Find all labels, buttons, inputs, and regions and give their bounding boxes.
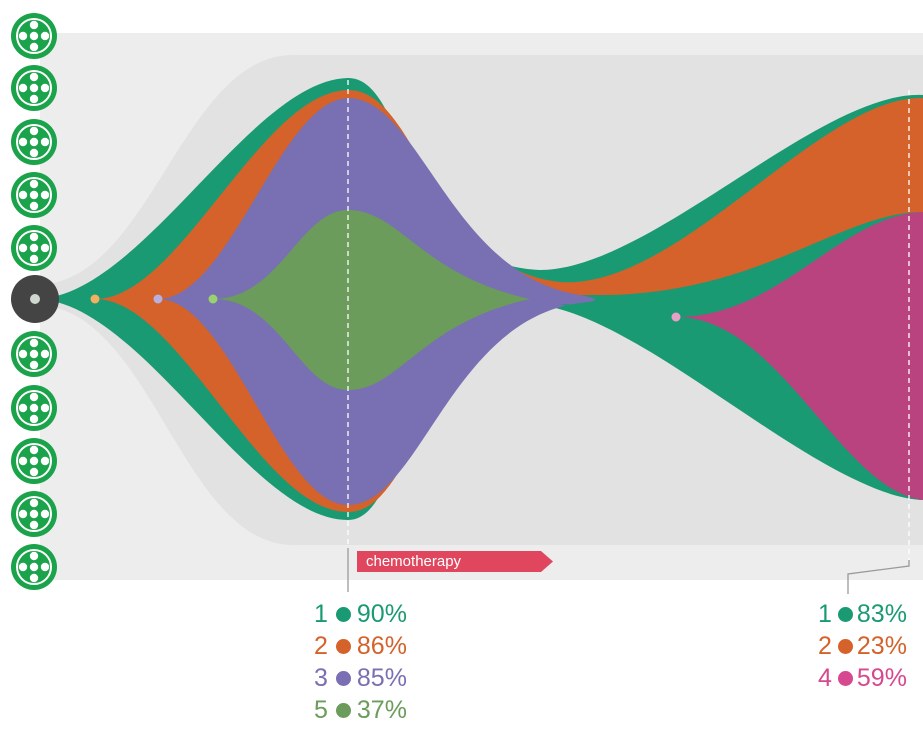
cell-icon: [10, 543, 58, 591]
cell-icon: [10, 118, 58, 166]
clone-id-label: 4: [818, 664, 832, 692]
clone-id-label: 5: [314, 696, 328, 724]
treatment-label-text: chemotherapy: [366, 553, 462, 570]
cell-icon: [10, 12, 58, 60]
clone-id-label: 1: [818, 600, 832, 628]
clone-color-dot: [335, 702, 351, 718]
timepoint-1-readout: 1 90% 2 86% 3 85% 5 37%: [314, 598, 407, 726]
readout-row: 5 37%: [314, 694, 407, 726]
clone-percent-label: 23%: [856, 632, 907, 660]
clone-3-origin-dot: [153, 294, 163, 304]
readout-row: 1 90%: [314, 598, 407, 630]
clone-4-origin-dot: [671, 312, 681, 322]
cell-icon: [10, 384, 58, 432]
cell-icon: [10, 171, 58, 219]
timepoint-2-leader: [847, 560, 910, 594]
clone-color-dot: [335, 638, 351, 654]
clone-percent-label: 37%: [356, 696, 407, 724]
readout-row: 2 23%: [818, 630, 907, 662]
treatment-label: chemotherapy: [357, 551, 553, 572]
clone-percent-label: 86%: [356, 632, 407, 660]
cell-icon: [10, 437, 58, 485]
clone-1-lower-band: [560, 304, 923, 500]
clone-color-dot: [335, 606, 351, 622]
clone-id-label: 2: [314, 632, 328, 660]
timepoint-2-readout: 1 83% 2 23% 4 59%: [818, 598, 907, 694]
treatment-arrow: [357, 551, 553, 572]
clone-id-label: 1: [314, 600, 328, 628]
readout-row: 3 85%: [314, 662, 407, 694]
clone-5-origin-dot: [208, 294, 218, 304]
readout-row: 4 59%: [818, 662, 907, 694]
clone-color-dot: [837, 638, 853, 654]
cell-icon: [10, 330, 58, 378]
cell-icon: [10, 490, 58, 538]
clone-percent-label: 90%: [356, 600, 407, 628]
clone-id-label: 2: [818, 632, 832, 660]
founder-clone-dot: [30, 294, 40, 304]
clone-color-dot: [837, 670, 853, 686]
cell-icon: [10, 64, 58, 112]
clone-percent-label: 59%: [856, 664, 907, 692]
clone-color-dot: [335, 670, 351, 686]
clone-4-band: [676, 212, 923, 500]
cell-icon: [10, 224, 58, 272]
clone-id-label: 3: [314, 664, 328, 692]
readout-row: 2 86%: [314, 630, 407, 662]
clone-2-origin-dot: [90, 294, 100, 304]
clone-percent-label: 83%: [856, 600, 907, 628]
clone-percent-label: 85%: [356, 664, 407, 692]
readout-row: 1 83%: [818, 598, 907, 630]
clone-color-dot: [837, 606, 853, 622]
clone-5-band: [213, 210, 530, 390]
